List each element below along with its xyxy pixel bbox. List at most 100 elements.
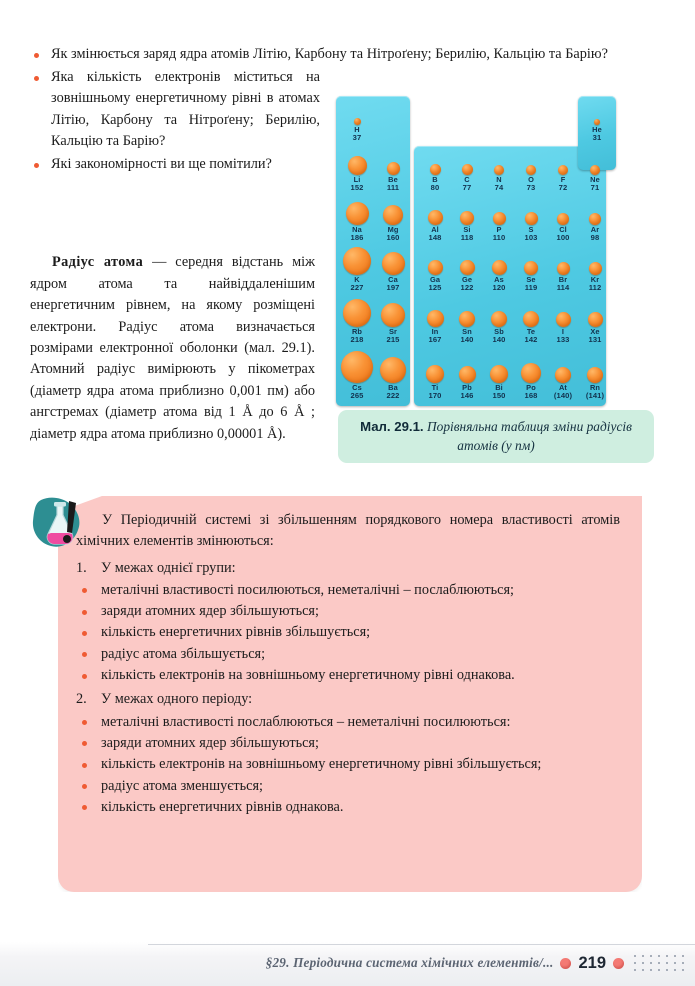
element-radius-value: 265	[350, 391, 364, 401]
list-item-text: металічні властивості послаблюються – не…	[101, 713, 511, 730]
element-radius-value: 186	[350, 233, 364, 243]
list-item: металічні властивості послаблюються – не…	[76, 712, 620, 733]
element-symbol: Bi	[495, 383, 503, 392]
element-symbol: O	[528, 175, 534, 184]
info-section-2: 2. У межах одного періоду: металічні вла…	[76, 689, 620, 818]
atom-sphere-li	[347, 156, 367, 175]
atom-sphere-sn	[459, 311, 475, 327]
atom-sphere-wrapper	[416, 148, 454, 175]
atom-sphere-br	[556, 262, 570, 275]
element-symbol: Be	[388, 175, 398, 184]
element-cell-sn: Sn 140	[448, 298, 486, 346]
element-radius-value: 37	[352, 133, 362, 143]
atom-sphere-wrapper	[576, 198, 614, 225]
atom-sphere-wrapper	[416, 198, 454, 225]
footer-content: §29. Періодична система хімічних елемент…	[266, 952, 687, 974]
element-symbol: C	[464, 175, 470, 184]
atom-sphere-ga	[427, 260, 443, 275]
atom-sphere-bi	[490, 365, 508, 383]
list-item: кількість енергетичних рівнів однакова.	[76, 797, 620, 818]
element-radius-value: 119	[524, 283, 538, 293]
atom-sphere-wrapper	[338, 198, 376, 225]
atom-sphere-wrapper	[374, 148, 412, 175]
element-symbol: Ar	[590, 225, 600, 234]
list-item: заряди атомних ядер збільшуються;	[76, 601, 620, 622]
element-radius-value: 160	[386, 233, 400, 243]
atom-sphere-ar	[589, 213, 601, 225]
element-cell-b: B 80	[416, 148, 454, 194]
page-number: 219	[578, 953, 606, 972]
footer-grid-dot	[666, 954, 668, 957]
element-radius-value: 110	[492, 233, 506, 243]
element-radius-value: 168	[524, 391, 538, 401]
bullet-icon	[82, 784, 87, 790]
element-cell-k: K 227	[338, 247, 376, 294]
atom-sphere-o	[526, 165, 536, 175]
section-2-list: металічні властивості послаблюються – не…	[76, 712, 620, 818]
element-cell-pb: Pb 146	[448, 350, 486, 402]
element-radius-value: 71	[590, 183, 600, 193]
atom-sphere-na	[345, 202, 369, 225]
list-item: заряди атомних ядер збільшуються;	[76, 733, 620, 754]
bullet-icon	[82, 609, 87, 615]
atom-sphere-wrapper	[480, 148, 518, 175]
atom-sphere-se	[524, 261, 538, 275]
atom-sphere-rn	[587, 367, 603, 383]
element-radius-value: 152	[350, 183, 364, 193]
footer-grid-dot	[658, 969, 660, 972]
element-radius-value: 31	[592, 133, 602, 143]
atom-sphere-ne	[590, 165, 600, 175]
element-symbol: Rb	[351, 327, 363, 336]
section-number: 1.	[76, 559, 87, 576]
atom-sphere-s	[524, 212, 538, 225]
element-symbol: Al	[431, 225, 439, 234]
atom-sphere-wrapper	[338, 247, 376, 275]
element-cell-si: Si 118	[448, 198, 486, 244]
footer-divider	[148, 944, 695, 945]
element-cell-xe: Xe 131	[576, 298, 614, 346]
element-cell-kr: Kr 112	[576, 248, 614, 294]
element-symbol: B	[432, 175, 438, 184]
atom-sphere-te	[523, 311, 539, 327]
table-panel-groups-3-8	[414, 146, 606, 406]
atom-sphere-he	[594, 119, 600, 125]
element-symbol: Po	[526, 383, 536, 392]
footer-grid-dot	[674, 961, 676, 964]
atom-sphere-f	[558, 165, 568, 175]
element-symbol: He	[592, 125, 602, 134]
bullet-icon	[82, 652, 87, 658]
footer-section-title: §29. Періодична система хімічних елемент…	[265, 955, 554, 970]
element-symbol: F	[560, 175, 566, 184]
question-text: Як змінюється заряд ядра атомів Літію, К…	[51, 46, 608, 62]
atom-sphere-k	[343, 247, 371, 275]
element-symbol: Si	[463, 225, 471, 234]
atom-sphere-wrapper	[374, 350, 412, 383]
atom-sphere-wrapper	[448, 148, 486, 175]
atom-sphere-wrapper	[338, 350, 376, 383]
list-item-text: заряди атомних ядер збільшуються;	[101, 734, 319, 751]
info-panel: У Періодичній системі зі збільшенням пор…	[58, 496, 642, 892]
info-section-1: 1. У межах однієї групи: металічні власт…	[76, 558, 620, 687]
list-item-text: кількість енергетичних рівнів однакова.	[101, 798, 344, 815]
element-radius-value: 150	[492, 391, 506, 401]
element-cell-ar: Ar 98	[576, 198, 614, 244]
info-intro-text: У Періодичній системі зі збільшенням пор…	[76, 512, 620, 550]
element-cell-be: Be 111	[374, 148, 412, 194]
element-cell-h: H 37	[338, 98, 376, 144]
element-symbol: Mg	[387, 225, 399, 234]
element-cell-in: In 167	[416, 298, 454, 346]
element-cell-ge: Ge 122	[448, 248, 486, 294]
element-radius-value: 72	[558, 183, 568, 193]
element-radius-value: 146	[460, 391, 474, 401]
footer-grid-dot	[634, 961, 636, 964]
element-radius-value: 140	[460, 335, 474, 345]
element-radius-value: 122	[460, 283, 474, 293]
element-radius-value: 218	[350, 335, 364, 345]
bullet-icon	[82, 630, 87, 636]
element-radius-value: 73	[526, 183, 536, 193]
element-radius-value: 103	[524, 233, 538, 243]
section-heading-text: У межах однієї групи:	[101, 559, 236, 576]
list-item: радіус атома збільшується;	[76, 644, 620, 665]
atom-sphere-cl	[557, 213, 569, 225]
section-1-list: металічні властивості посилюються, немет…	[76, 580, 620, 686]
